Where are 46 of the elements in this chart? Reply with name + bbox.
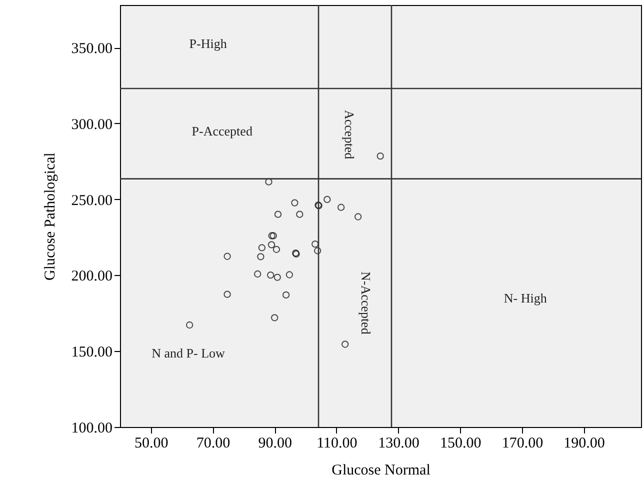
x-tick-label: 50.00 <box>134 436 168 452</box>
point <box>342 340 349 348</box>
x-tick-label: 190.00 <box>564 436 605 452</box>
annotation: P-Accepted <box>192 124 253 139</box>
y-tick-label: 200.00 <box>71 268 112 285</box>
point <box>296 210 304 218</box>
y-tick-label: 300.00 <box>71 116 112 133</box>
point <box>271 314 278 322</box>
point <box>291 199 298 206</box>
x-axis-title: Glucose Normal <box>332 462 430 478</box>
y-tick-label: 100.00 <box>71 420 112 436</box>
annotation: P-High <box>189 36 228 52</box>
annotation: N-Accepted <box>358 272 374 335</box>
x-tick-label: 130.00 <box>378 436 420 452</box>
point <box>224 290 231 298</box>
point <box>314 247 322 254</box>
point <box>324 196 331 204</box>
point <box>274 274 281 281</box>
x-tick-label: 110.00 <box>316 436 358 452</box>
point <box>282 291 290 299</box>
point <box>254 270 262 278</box>
point <box>354 213 362 220</box>
y-axis-title: Glucose Pathological <box>42 152 58 280</box>
x-tick-label: 70.00 <box>196 436 230 452</box>
point <box>312 240 319 248</box>
point <box>337 204 345 211</box>
point <box>224 252 231 260</box>
y-tick-label: 150.00 <box>71 344 112 361</box>
point <box>274 210 282 218</box>
point <box>257 253 264 260</box>
point <box>258 244 266 252</box>
x-tick-label: 150.00 <box>440 436 482 452</box>
annotation: N- High <box>504 290 548 306</box>
x-tick-label: 90.00 <box>258 436 292 452</box>
point <box>272 246 280 253</box>
annotation: N and P- Low <box>152 346 226 361</box>
point <box>186 321 194 329</box>
y-tick-label: 250.00 <box>71 192 112 209</box>
annotation: Accepted <box>342 110 358 160</box>
x-tick-label: 170.00 <box>502 436 544 452</box>
point <box>286 271 294 278</box>
point <box>268 241 276 248</box>
point <box>376 152 384 160</box>
point <box>265 178 272 186</box>
y-tick-label: 350.00 <box>71 41 112 58</box>
point <box>267 271 274 279</box>
